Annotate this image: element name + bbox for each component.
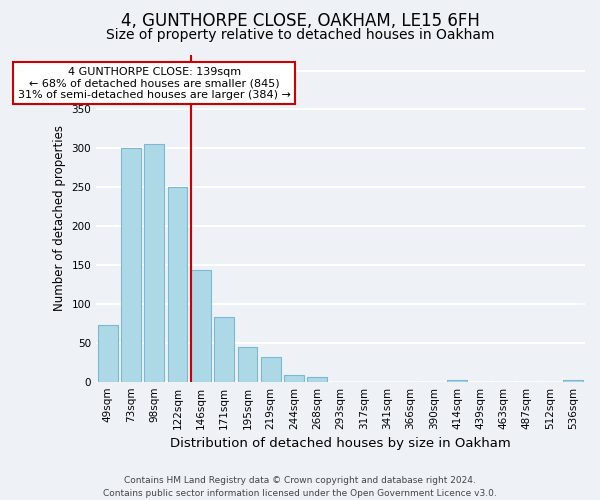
Text: Contains HM Land Registry data © Crown copyright and database right 2024.
Contai: Contains HM Land Registry data © Crown c… (103, 476, 497, 498)
X-axis label: Distribution of detached houses by size in Oakham: Distribution of detached houses by size … (170, 437, 511, 450)
Bar (447, 380, 467, 382)
Bar (98, 325, 118, 382)
Y-axis label: Number of detached properties: Number of detached properties (53, 126, 66, 312)
Bar (261, 357, 281, 382)
Text: 4 GUNTHORPE CLOSE: 139sqm
← 68% of detached houses are smaller (845)
31% of semi: 4 GUNTHORPE CLOSE: 139sqm ← 68% of detac… (18, 66, 291, 100)
Text: Size of property relative to detached houses in Oakham: Size of property relative to detached ho… (106, 28, 494, 42)
Bar (238, 348, 257, 382)
Bar (214, 317, 234, 382)
Bar (284, 374, 304, 382)
Bar (167, 187, 187, 382)
Bar (121, 148, 141, 382)
Bar (145, 144, 164, 382)
Bar (307, 377, 327, 382)
Bar (563, 380, 583, 382)
Text: 4, GUNTHORPE CLOSE, OAKHAM, LE15 6FH: 4, GUNTHORPE CLOSE, OAKHAM, LE15 6FH (121, 12, 479, 30)
Bar (191, 270, 211, 382)
